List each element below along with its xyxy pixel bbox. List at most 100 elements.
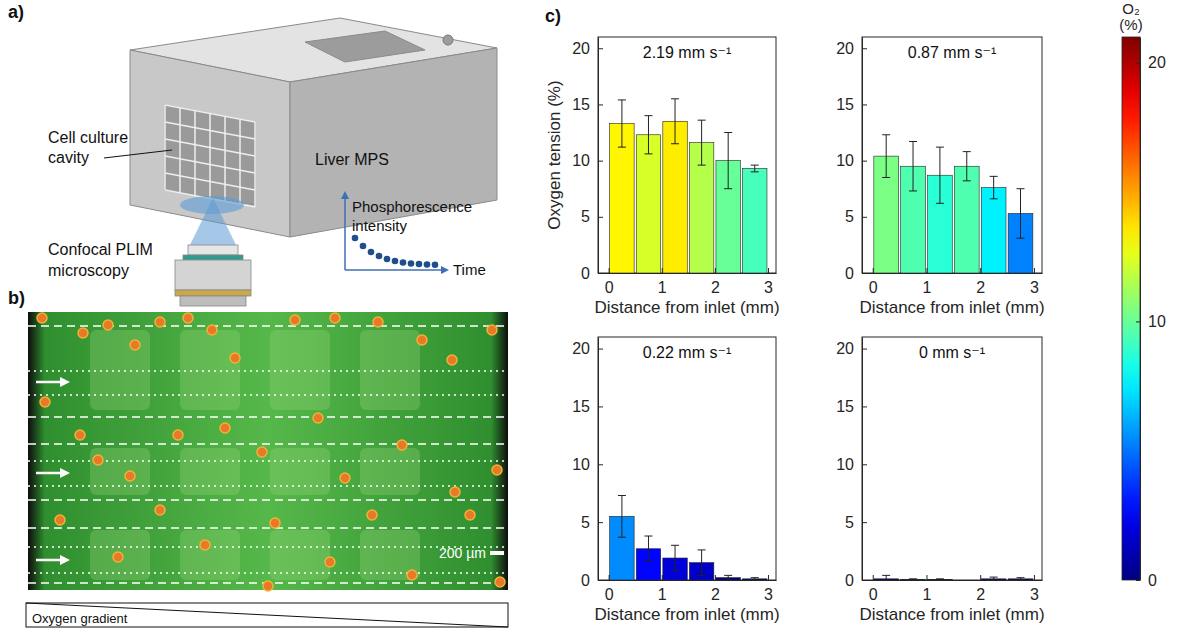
error-bar-stem	[939, 147, 940, 203]
tick: 10	[572, 456, 603, 473]
cell-dot	[40, 397, 50, 407]
text-line: microscopy	[48, 262, 129, 279]
tick-mark	[1136, 580, 1140, 581]
gradient-box	[26, 603, 508, 627]
tick-mark	[926, 575, 927, 580]
error-bar-cap	[698, 575, 706, 576]
tick-label: 0	[605, 279, 614, 296]
cell-dot	[397, 440, 407, 450]
x-axis-title: Distance from inlet (mm)	[859, 298, 1044, 317]
channel-center	[28, 572, 508, 574]
tick-mark	[598, 464, 603, 465]
error-bar-cap	[724, 575, 732, 576]
tick: 2	[976, 575, 985, 603]
error-bar-stem	[648, 116, 649, 154]
tick: 15	[572, 96, 603, 113]
error-bar	[882, 135, 890, 178]
pillar	[270, 330, 330, 410]
error-bar	[724, 133, 732, 189]
y-axis: 05101520	[836, 38, 867, 282]
tick-mark	[609, 268, 610, 273]
error-bar-stem	[728, 133, 729, 189]
inset-dot	[432, 262, 439, 269]
color-bar-title: O₂(%)	[1119, 0, 1142, 33]
inset-dot	[392, 258, 399, 265]
inset-dot	[376, 253, 383, 260]
color-bar-scale	[1122, 37, 1140, 580]
error-bar-cap	[751, 580, 759, 581]
error-bar-cap	[882, 575, 890, 576]
tick: 20	[836, 340, 867, 357]
cell-dot	[340, 473, 350, 483]
error-bar-cap	[1017, 580, 1025, 581]
cell-dot	[487, 325, 497, 335]
tick-label: 0	[605, 586, 614, 603]
error-bar	[990, 577, 998, 580]
bar	[636, 135, 660, 273]
tick: 5	[845, 208, 867, 225]
cell-dot	[183, 313, 193, 323]
tick: 1	[658, 268, 667, 296]
cell-dot	[37, 313, 47, 323]
figure: a)Cell culturecavityLiver MPSConfocal PL…	[0, 0, 1195, 632]
inset-dot	[360, 243, 367, 250]
axis-line	[598, 38, 599, 274]
cell-dot	[407, 570, 417, 580]
tick-label: 0	[581, 572, 590, 589]
x-axis-title: Distance from inlet (mm)	[859, 605, 1044, 624]
tick-label: 3	[1030, 279, 1039, 296]
tick-mark	[598, 161, 603, 162]
error-bar-stem	[701, 550, 702, 575]
error-bar-cap	[751, 165, 759, 166]
tick-label: 2	[711, 279, 720, 296]
error-bar-cap	[671, 143, 679, 144]
cell-dot	[325, 557, 335, 567]
tick-label: 15	[836, 96, 854, 113]
cell-dot	[113, 552, 123, 562]
callout: Confocal PLIMmicroscopy	[48, 241, 153, 279]
tick-mark	[862, 104, 867, 105]
tick: 10	[836, 456, 867, 473]
error-bar-stem	[966, 152, 967, 181]
tick: 20	[1136, 54, 1166, 71]
error-bar-cap	[698, 165, 706, 166]
tick-mark	[598, 406, 603, 407]
tick-label: 20	[572, 40, 590, 57]
objective	[188, 245, 238, 255]
tick-label: 1	[923, 586, 932, 603]
error-bar	[618, 100, 626, 147]
error-bar-cap	[936, 203, 944, 204]
flow-arrow	[36, 381, 62, 384]
device-right-face	[290, 48, 497, 237]
tick-label: 5	[581, 208, 590, 225]
cavity	[165, 105, 255, 205]
flow-arrow	[36, 559, 62, 562]
tick-mark	[768, 268, 769, 273]
axis-line	[599, 580, 777, 581]
x-axis: 0123	[863, 575, 1043, 603]
bar	[743, 168, 767, 273]
text-line: (%)	[1119, 16, 1142, 33]
tick-mark	[862, 406, 867, 407]
tick-mark	[662, 575, 663, 580]
error-bar-cap	[990, 176, 998, 177]
inset-dot	[416, 261, 423, 268]
axis-line	[862, 338, 863, 581]
error-bar-stem	[648, 536, 649, 561]
cell-dot	[492, 465, 502, 475]
bar	[981, 188, 1006, 273]
objective	[175, 260, 251, 290]
cell-dot	[125, 471, 135, 481]
error-bar-cap	[644, 115, 652, 116]
cell-dot	[230, 353, 240, 363]
error-bar-cap	[909, 141, 917, 142]
text-line: cavity	[48, 149, 89, 166]
tick-label: 2	[976, 586, 985, 603]
error-bar	[618, 496, 626, 538]
error-bar-stem	[701, 120, 702, 165]
error-bar-stem	[1020, 189, 1021, 238]
x-axis: 0123	[863, 268, 1043, 296]
cavity-grid	[165, 105, 255, 122]
scale-bar-label: 200 µm	[439, 545, 486, 561]
tick: 0	[869, 268, 878, 296]
